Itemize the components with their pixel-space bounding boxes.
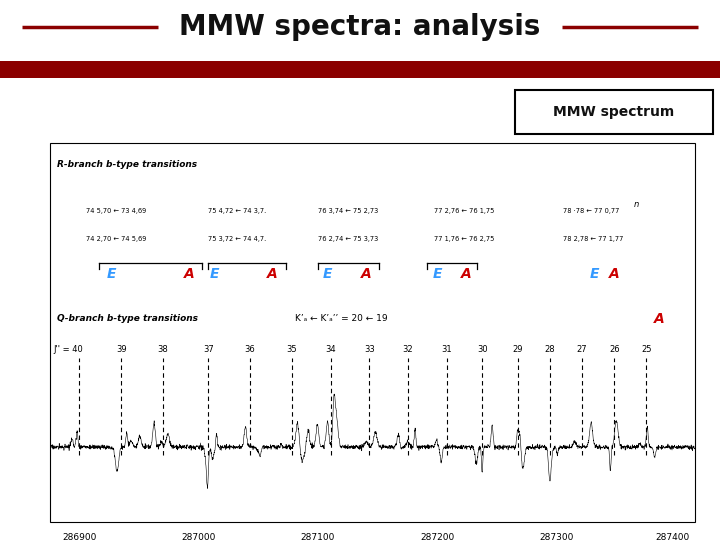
Text: A: A [361, 267, 372, 281]
Text: 286900: 286900 [62, 533, 96, 540]
Text: J'' = 40: J'' = 40 [53, 345, 84, 354]
Text: 25: 25 [642, 345, 652, 354]
Text: A: A [654, 312, 665, 326]
Text: Q-branch b-type transitions: Q-branch b-type transitions [57, 314, 198, 323]
Text: A: A [184, 267, 194, 281]
Text: 39: 39 [116, 345, 127, 354]
Text: E: E [590, 267, 600, 281]
Text: 74 5,70 ← 73 4,69: 74 5,70 ← 73 4,69 [86, 208, 146, 214]
Text: 28: 28 [544, 345, 555, 354]
Text: 30: 30 [477, 345, 487, 354]
Text: E: E [107, 267, 117, 281]
Text: 287400: 287400 [655, 533, 689, 540]
Text: K’ₐ ← K’ₐ’’ = 20 ← 19: K’ₐ ← K’ₐ’’ = 20 ← 19 [295, 314, 388, 323]
Text: 74 2,70 ← 74 5,69: 74 2,70 ← 74 5,69 [86, 237, 146, 242]
Text: MMW spectra: analysis: MMW spectra: analysis [179, 14, 541, 42]
Text: 76 2,74 ← 75 3,73: 76 2,74 ← 75 3,73 [318, 237, 378, 242]
Text: 27: 27 [577, 345, 588, 354]
Text: E: E [432, 267, 442, 281]
Text: 77 2,76 ← 76 1,75: 77 2,76 ← 76 1,75 [434, 208, 494, 214]
Text: 33: 33 [364, 345, 374, 354]
Text: 76 3,74 ← 75 2,73: 76 3,74 ← 75 2,73 [318, 208, 378, 214]
Text: A: A [461, 267, 472, 281]
Text: MMW spectrum: MMW spectrum [553, 105, 675, 119]
Text: 78 ·78 ← 77 0,77: 78 ·78 ← 77 0,77 [563, 208, 619, 214]
Text: 75 4,72 ← 74 3,7.: 75 4,72 ← 74 3,7. [208, 208, 266, 214]
Text: R-branch b-type transitions: R-branch b-type transitions [57, 160, 197, 169]
Text: 31: 31 [441, 345, 452, 354]
Text: A: A [609, 267, 620, 281]
Text: 29: 29 [513, 345, 523, 354]
Text: 287200: 287200 [420, 533, 454, 540]
Text: 35: 35 [287, 345, 297, 354]
Text: 287000: 287000 [181, 533, 216, 540]
Text: 78 2,78 ← 77 1,77: 78 2,78 ← 77 1,77 [563, 237, 623, 242]
Text: n: n [634, 200, 639, 209]
Bar [0, 61, 720, 78]
Text: 37: 37 [203, 345, 214, 354]
Text: E: E [323, 267, 332, 281]
FancyBboxPatch shape [515, 90, 713, 134]
Text: 77 1,76 ← 76 2,75: 77 1,76 ← 76 2,75 [434, 237, 494, 242]
Text: 34: 34 [325, 345, 336, 354]
Text: 32: 32 [402, 345, 413, 354]
Text: 287100: 287100 [301, 533, 335, 540]
Text: 287300: 287300 [539, 533, 573, 540]
Text: E: E [210, 267, 220, 281]
Text: 38: 38 [158, 345, 168, 354]
Text: A: A [267, 267, 278, 281]
Text: 26: 26 [609, 345, 620, 354]
Bar [50, 143, 695, 522]
Text: 75 3,72 ← 74 4,7.: 75 3,72 ← 74 4,7. [208, 237, 266, 242]
Text: 36: 36 [245, 345, 256, 354]
